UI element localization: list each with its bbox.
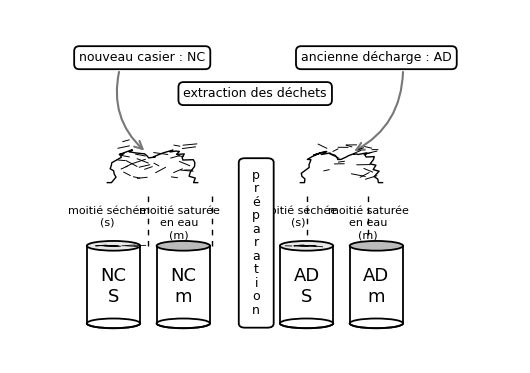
Text: p
r
é
p
a
r
a
t
i
o
n: p r é p a r a t i o n	[252, 169, 260, 317]
FancyBboxPatch shape	[238, 158, 273, 327]
Bar	[87, 246, 140, 323]
Text: nouveau casier : NC: nouveau casier : NC	[79, 51, 205, 64]
Text: NC
S: NC S	[101, 267, 127, 305]
Ellipse shape	[87, 319, 140, 328]
Text: extraction des déchets: extraction des déchets	[183, 87, 327, 100]
Text: moitié saturée
en eau
(m): moitié saturée en eau (m)	[328, 206, 409, 240]
Ellipse shape	[350, 319, 403, 328]
Text: AD
m: AD m	[363, 267, 390, 305]
Text: NC
m: NC m	[170, 267, 196, 305]
Polygon shape	[301, 151, 383, 183]
Bar	[157, 246, 210, 323]
Ellipse shape	[280, 319, 333, 328]
Text: moitié séchée
(s): moitié séchée (s)	[68, 206, 146, 228]
Bar	[280, 246, 333, 323]
Ellipse shape	[350, 241, 403, 251]
Ellipse shape	[157, 319, 210, 328]
Ellipse shape	[87, 241, 140, 251]
Ellipse shape	[157, 241, 210, 251]
Text: AD
S: AD S	[294, 267, 320, 305]
Ellipse shape	[280, 241, 333, 251]
Polygon shape	[107, 150, 198, 183]
Text: ancienne décharge : AD: ancienne décharge : AD	[301, 51, 452, 64]
Bar	[350, 246, 403, 323]
Text: moitié saturée
en eau
(m): moitié saturée en eau (m)	[139, 206, 219, 240]
Text: moitié séchée
(s): moitié séchée (s)	[259, 206, 338, 228]
